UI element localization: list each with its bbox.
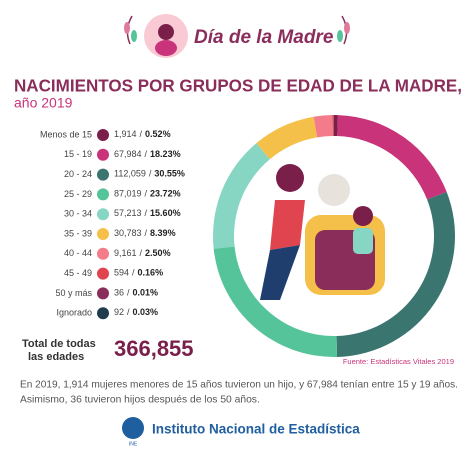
- legend-value: 1,914/0.52%: [114, 129, 171, 139]
- count-label: 67,984: [114, 149, 142, 159]
- donut-segment: [256, 116, 318, 160]
- count-label: 87,019: [114, 189, 142, 199]
- count-label: 57,213: [114, 209, 142, 219]
- legend-label: 45 - 49: [64, 268, 92, 278]
- legend-value: 57,213/15.60%: [114, 209, 181, 219]
- legend-label: 40 - 44: [64, 248, 92, 258]
- legend-value: 30,783/8.39%: [114, 228, 176, 238]
- percent-label: 0.52%: [145, 129, 171, 139]
- illustration: [260, 164, 385, 300]
- legend-swatch: [97, 228, 109, 240]
- count-label: 112,059: [114, 169, 146, 179]
- legend-value: 87,019/23.72%: [114, 189, 181, 199]
- separator: /: [140, 129, 143, 139]
- count-label: 594: [114, 268, 129, 278]
- percent-label: 2.50%: [145, 248, 171, 258]
- donut-segment: [337, 115, 447, 200]
- legend-label: 25 - 29: [64, 189, 92, 199]
- separator: /: [127, 308, 130, 318]
- donut-segment: [336, 191, 455, 357]
- legend-label: 50 y más: [55, 288, 92, 298]
- footnote: En 2019, 1,914 mujeres menores de 15 año…: [20, 380, 458, 391]
- legend-value: 36/0.01%: [114, 288, 158, 298]
- header-decoration: [124, 15, 350, 45]
- separator: /: [140, 248, 143, 258]
- count-label: 9,161: [114, 248, 137, 258]
- legend-swatch: [97, 208, 109, 221]
- separator: /: [145, 209, 148, 219]
- percent-label: 0.01%: [133, 288, 159, 298]
- footer-logo-abbr: INE: [129, 441, 138, 447]
- legend-label: 20 - 24: [64, 169, 92, 179]
- header-icon-figure: [158, 24, 174, 40]
- percent-label: 18.23%: [150, 149, 181, 159]
- legend-swatch: [97, 168, 109, 181]
- percent-label: 0.03%: [133, 308, 159, 318]
- source: Fuente: Estadísticas Vitales 2019: [343, 357, 454, 366]
- donut-segment: [313, 115, 333, 138]
- total-label: las edades: [28, 351, 84, 363]
- legend-label: Menos de 15: [40, 129, 92, 139]
- count-label: 36: [114, 288, 124, 298]
- legend-value: 9,161/2.50%: [114, 248, 171, 258]
- legend-swatch: [97, 188, 109, 201]
- header-icon-figure: [155, 40, 177, 56]
- legend-value: 67,984/18.23%: [114, 149, 181, 159]
- legend-swatch: [97, 287, 109, 300]
- legend: Menos de 15 1,914/0.52%15 - 19 67,984/18.2…: [40, 129, 185, 320]
- donut-segment: [334, 115, 338, 137]
- legend-label: 35 - 39: [64, 228, 92, 238]
- header-title: Día de la Madre: [194, 27, 334, 48]
- separator: /: [145, 228, 148, 238]
- separator: /: [127, 288, 130, 298]
- separator: /: [149, 169, 152, 179]
- legend-swatch: [97, 247, 109, 260]
- count-label: 92: [114, 308, 124, 318]
- percent-label: 15.60%: [150, 209, 181, 219]
- donut-segment: [332, 115, 334, 137]
- footnote: Asimismo, 36 tuvieron hijos después de l…: [20, 395, 260, 406]
- separator: /: [132, 268, 135, 278]
- chart-subtitle: año 2019: [14, 95, 73, 111]
- legend-label: Ignorado: [56, 308, 92, 318]
- legend-label: 15 - 19: [64, 149, 92, 159]
- chart-title: NACIMIENTOS POR GRUPOS DE EDAD DE LA MAD…: [14, 76, 462, 96]
- footer-name: Instituto Nacional de Estadística: [152, 422, 360, 437]
- percent-label: 23.72%: [150, 189, 181, 199]
- donut-segment: [213, 246, 338, 357]
- percent-label: 0.16%: [138, 268, 164, 278]
- footer-logo: [122, 417, 144, 439]
- separator: /: [145, 149, 148, 159]
- legend-label: 30 - 34: [64, 209, 92, 219]
- count-label: 30,783: [114, 228, 142, 238]
- donut-segment: [213, 143, 270, 249]
- total-value: 366,855: [114, 336, 194, 361]
- percent-label: 8.39%: [150, 228, 176, 238]
- legend-swatch: [97, 129, 109, 141]
- legend-swatch: [97, 148, 109, 161]
- legend-value: 92/0.03%: [114, 308, 158, 318]
- total-label: Total de todas: [22, 338, 96, 350]
- percent-label: 30.55%: [154, 169, 185, 179]
- count-label: 1,914: [114, 129, 137, 139]
- legend-swatch: [97, 267, 109, 280]
- donut: [213, 115, 455, 357]
- legend-value: 594/0.16%: [114, 268, 163, 278]
- legend-value: 112,059/30.55%: [114, 169, 185, 179]
- legend-swatch: [97, 307, 109, 320]
- separator: /: [145, 189, 148, 199]
